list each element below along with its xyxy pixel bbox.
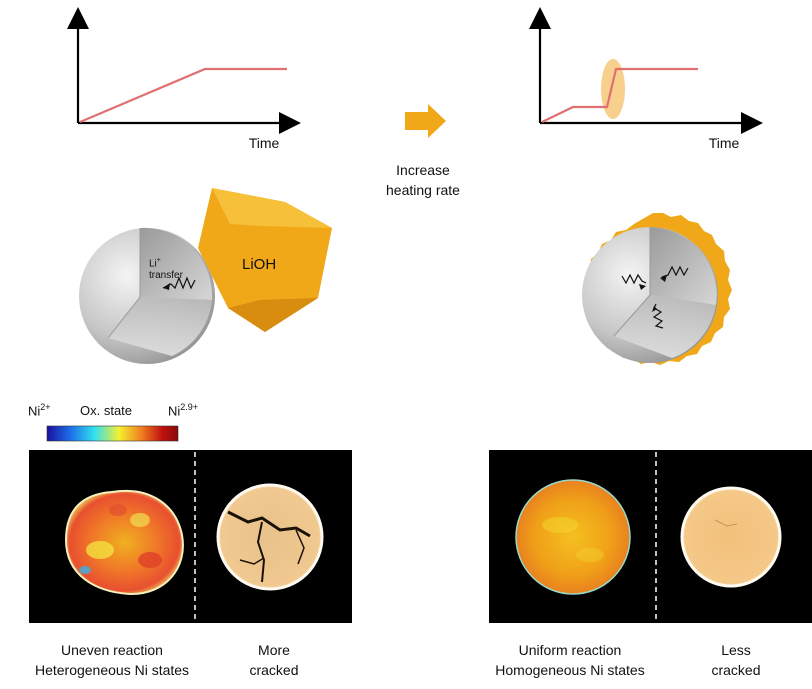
right-particle-illustration <box>582 213 732 365</box>
right-image-panel <box>489 450 812 623</box>
li-charge: + <box>156 257 161 264</box>
homogeneous-ni-map <box>515 479 631 595</box>
sphere-cutaway-floor <box>108 297 212 356</box>
right-arrow-icon <box>405 104 446 138</box>
colorbar-min-label: Ni2+ <box>28 402 51 418</box>
left-b-caption-line2: cracked <box>249 662 299 678</box>
transfer-label: transfer <box>149 270 183 282</box>
colorbar-max-sup: 2.9+ <box>180 402 199 412</box>
right-heating-profile-line <box>541 67 698 123</box>
crack-line <box>227 510 311 538</box>
right-b-caption-line1: Less <box>721 642 751 658</box>
right-a-caption: Uniform reaction Homogeneous Ni states <box>484 640 656 680</box>
left-profile-graph <box>67 7 301 134</box>
right-a-caption-line1: Uniform reaction <box>518 642 622 658</box>
lioh-label: LiOH <box>242 256 277 273</box>
inward-transfer-arrow-1 <box>661 265 689 278</box>
left-a-caption-line1: Uneven reaction <box>61 642 163 658</box>
li-label: Li <box>149 258 157 270</box>
colorbar-min-main: Ni <box>28 403 41 419</box>
cracked-particle-xray <box>216 483 324 591</box>
colorbar-title: Ox. state <box>80 403 133 418</box>
left-particle-illustration <box>79 188 332 364</box>
right-a-caption-line2: Homogeneous Ni states <box>495 662 645 678</box>
left-graph-axis-label: Time <box>248 135 280 151</box>
right-b-caption-line2: cracked <box>711 662 761 678</box>
less-cracked-particle-xray <box>680 486 782 588</box>
right-profile-graph <box>529 7 763 134</box>
li-transfer-label: Li+ transfer <box>149 255 183 282</box>
li-transfer-arrow <box>162 276 196 290</box>
increase-heating-rate-caption: Increase heating rate <box>362 160 484 200</box>
colorbar-min-sup: 2+ <box>40 402 51 412</box>
left-heating-profile-line <box>79 67 287 124</box>
caption-line-2: heating rate <box>386 182 460 198</box>
colorbar-max-label: Ni2.9+ <box>168 402 198 418</box>
left-a-caption-line2: Heterogeneous Ni states <box>34 662 190 678</box>
heterogeneous-ni-map <box>64 489 184 596</box>
right-graph-axis-label: Time <box>708 135 740 151</box>
right-b-caption: Less cracked <box>696 640 776 680</box>
oxidation-state-colorbar <box>46 425 179 442</box>
colorbar-max-main: Ni <box>168 403 181 419</box>
left-b-caption-line1: More <box>258 642 290 658</box>
left-b-caption: More cracked <box>234 640 314 680</box>
left-a-caption: Uneven reaction Heterogeneous Ni states <box>28 640 196 680</box>
inward-transfer-arrow-2 <box>621 273 647 285</box>
left-image-panel <box>29 450 352 623</box>
caption-line-1: Increase <box>396 162 450 178</box>
